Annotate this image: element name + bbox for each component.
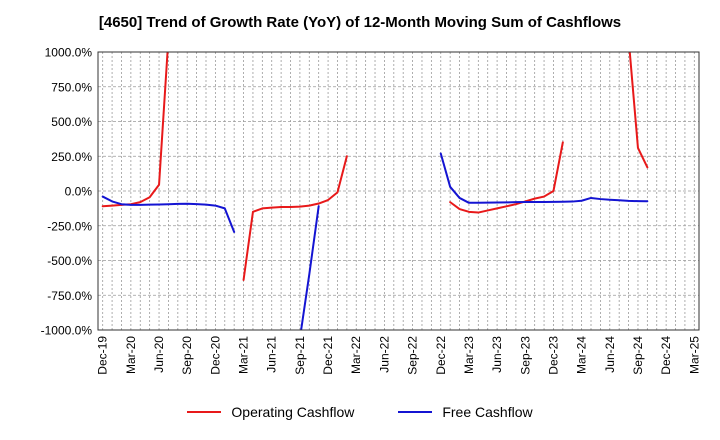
y-tick-label: -750.0%: [47, 289, 92, 303]
y-tick-label: -1000.0%: [41, 324, 93, 338]
legend-item-free-cashflow: Free Cashflow: [398, 404, 533, 420]
series-line-free-cashflow: [101, 152, 649, 330]
x-tick-label: Mar-25: [687, 336, 701, 374]
x-tick-label: Jun-24: [603, 336, 617, 373]
y-axis: 1000.0% 750.0% 500.0% 250.0% 0.0% -250.0% -500…: [41, 46, 93, 338]
x-tick-label: Mar-21: [237, 336, 251, 374]
x-tick-label: Sep-24: [631, 336, 645, 375]
y-tick-label: 1000.0%: [45, 46, 93, 60]
y-tick-label: -250.0%: [47, 219, 92, 233]
x-tick-label: Dec-23: [546, 336, 560, 375]
x-tick-label: Mar-23: [462, 336, 476, 374]
chart-title: [4650] Trend of Growth Rate (YoY) of 12-…: [98, 14, 622, 31]
x-tick-label: Sep-21: [293, 336, 307, 375]
x-tick-label: Jun-22: [377, 336, 391, 373]
y-tick-label: 250.0%: [51, 150, 92, 164]
x-tick-label: Jun-20: [152, 336, 166, 373]
x-tick-label: Sep-20: [180, 336, 194, 375]
legend-label-free-cashflow: Free Cashflow: [442, 404, 533, 420]
x-tick-label: Sep-23: [518, 336, 532, 375]
x-tick-label: Dec-24: [659, 336, 673, 375]
x-tick-label: Dec-19: [96, 336, 110, 375]
x-axis: Dec-19 Mar-20 Jun-20 Sep-20 Dec-20 Mar-21 Jun-…: [96, 336, 702, 375]
y-tick-label: 0.0%: [65, 185, 93, 199]
x-tick-label: Sep-22: [406, 336, 420, 375]
x-tick-label: Jun-21: [265, 336, 279, 373]
x-tick-label: Mar-22: [349, 336, 363, 374]
x-tick-label: Dec-20: [208, 336, 222, 375]
series-layer: [101, 52, 649, 330]
plot-border: [97, 51, 700, 331]
legend-swatch-free-cashflow: [398, 411, 433, 413]
x-tick-label: Mar-20: [124, 336, 138, 374]
legend-item-operating-cashflow: Operating Cashflow: [187, 404, 354, 420]
y-tick-label: -500.0%: [47, 254, 92, 268]
legend: Operating Cashflow Free Cashflow: [0, 404, 720, 420]
y-tick-label: 750.0%: [51, 80, 92, 94]
x-tick-label: Mar-24: [575, 336, 589, 374]
x-tick-label: Dec-21: [321, 336, 335, 375]
legend-swatch-operating-cashflow: [187, 411, 222, 413]
x-tick-label: Jun-23: [490, 336, 504, 373]
legend-label-operating-cashflow: Operating Cashflow: [231, 404, 355, 420]
series-line-operating-cashflow: [101, 52, 649, 281]
y-tick-label: 500.0%: [51, 115, 92, 129]
x-tick-label: Dec-22: [434, 336, 448, 375]
